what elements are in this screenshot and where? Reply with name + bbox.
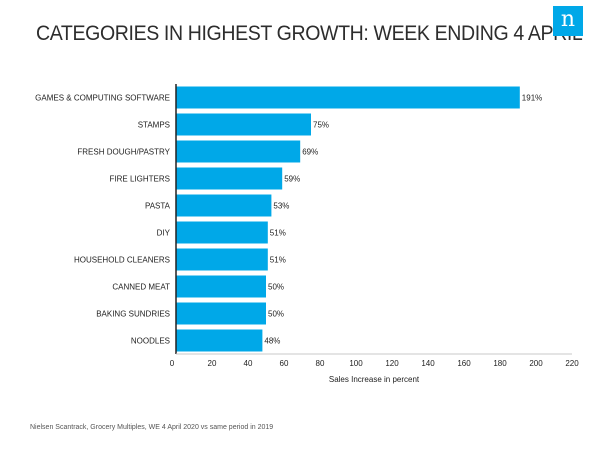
category-label: HOUSEHOLD CLEANERS xyxy=(74,256,170,265)
data-label: 51% xyxy=(270,229,286,238)
category-label: CANNED MEAT xyxy=(112,283,170,292)
bar xyxy=(176,140,301,163)
chart-title: CATEGORIES IN HIGHEST GROWTH: WEEK ENDIN… xyxy=(36,22,583,45)
bar xyxy=(176,221,268,244)
x-tick-label: 120 xyxy=(385,359,399,368)
category-label: BAKING SUNDRIES xyxy=(96,310,170,319)
category-label: GAMES & COMPUTING SOFTWARE xyxy=(35,94,170,103)
category-label: FRESH DOUGH/PASTRY xyxy=(77,148,170,157)
data-label: 69% xyxy=(302,148,318,157)
bar xyxy=(176,248,268,271)
x-tick-label: 100 xyxy=(349,359,363,368)
bar xyxy=(176,329,263,352)
data-label: 59% xyxy=(284,175,300,184)
source-note: Nielsen Scantrack, Grocery Multiples, WE… xyxy=(30,424,274,431)
data-label: 53% xyxy=(273,202,289,211)
x-tick-label: 140 xyxy=(421,359,435,368)
data-label: 51% xyxy=(270,256,286,265)
bar xyxy=(176,194,272,217)
x-tick-label: 60 xyxy=(280,359,289,368)
bar xyxy=(176,167,283,190)
x-tick-label: 0 xyxy=(170,359,175,368)
data-label: 75% xyxy=(313,121,329,130)
x-tick-label: 20 xyxy=(208,359,217,368)
bar xyxy=(176,302,266,325)
bar xyxy=(176,86,520,109)
bar xyxy=(176,113,311,136)
category-label: FIRE LIGHTERS xyxy=(110,175,170,184)
bar xyxy=(176,275,266,298)
category-label: PASTA xyxy=(145,202,171,211)
x-tick-label: 220 xyxy=(565,359,579,368)
nielsen-logo: n xyxy=(553,6,583,36)
x-tick-label: 200 xyxy=(529,359,543,368)
data-label: 191% xyxy=(522,94,542,103)
category-label: DIY xyxy=(157,229,171,238)
x-tick-label: 40 xyxy=(244,359,253,368)
x-tick-label: 180 xyxy=(493,359,507,368)
data-label: 50% xyxy=(268,310,284,319)
category-label: STAMPS xyxy=(138,121,170,130)
x-tick-label: 160 xyxy=(457,359,471,368)
x-axis-title: Sales Increase in percent xyxy=(329,375,420,384)
data-label: 48% xyxy=(264,337,280,346)
data-label: 50% xyxy=(268,283,284,292)
x-tick-label: 80 xyxy=(316,359,325,368)
category-label: NOODLES xyxy=(131,337,170,346)
